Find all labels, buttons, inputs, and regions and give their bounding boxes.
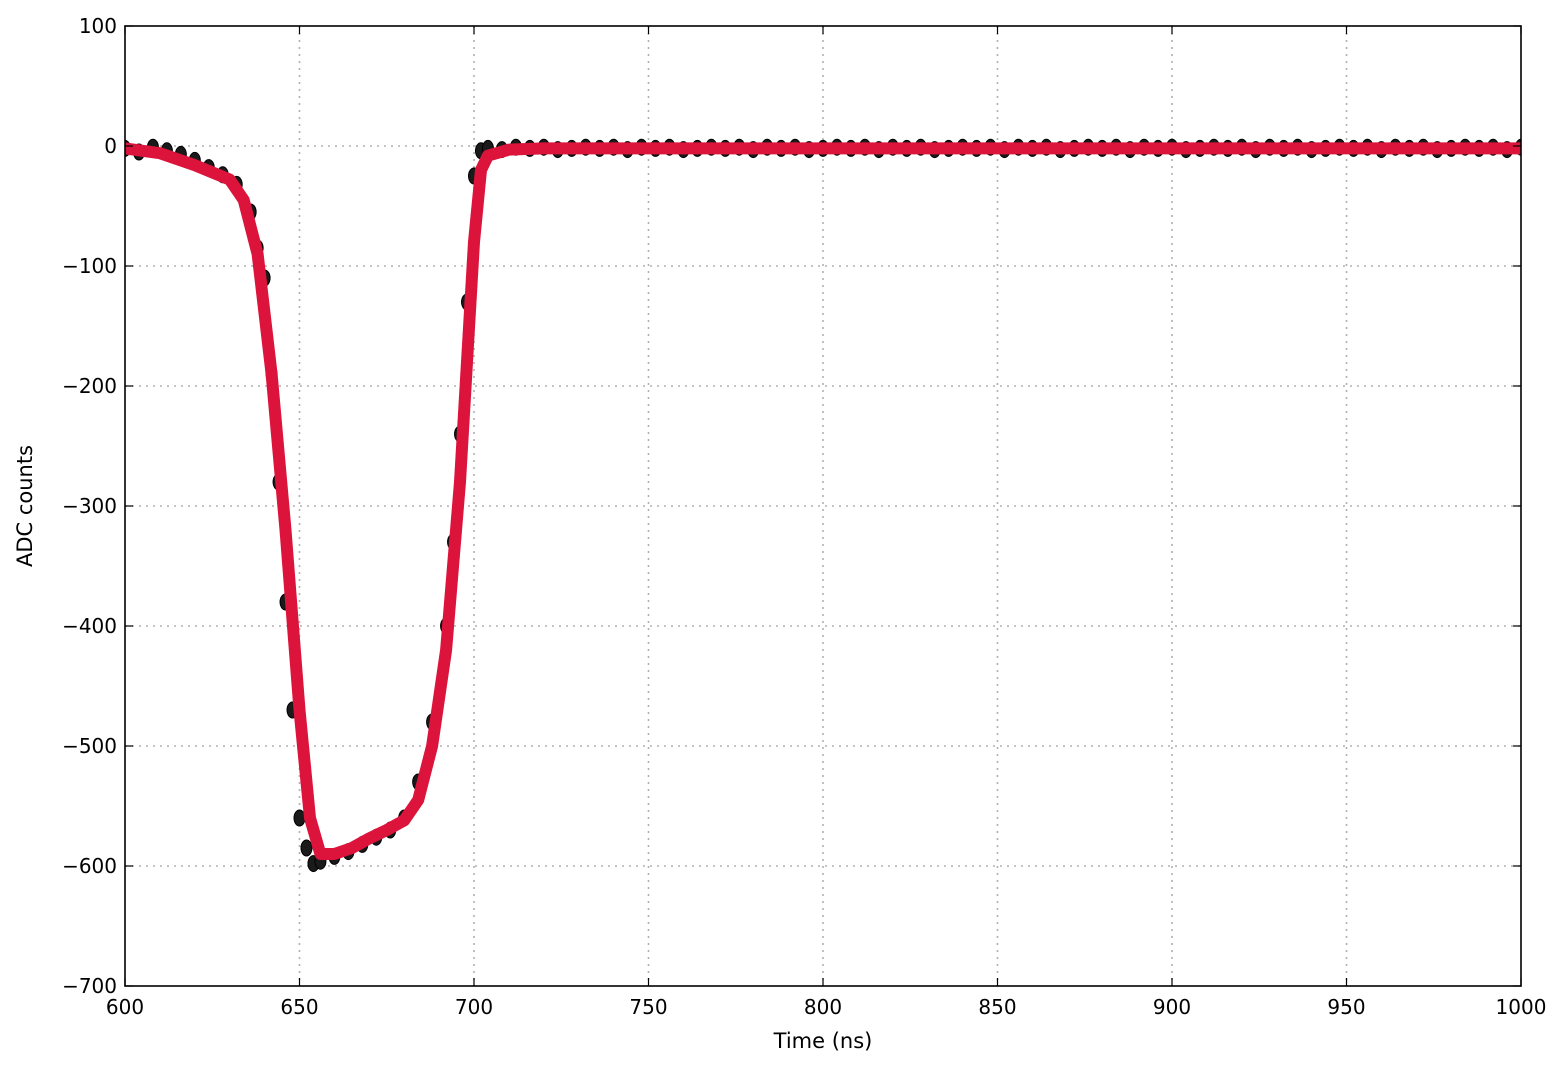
x-tick-label: 600	[106, 995, 144, 1019]
x-tick-label: 700	[455, 995, 493, 1019]
scatter-point	[300, 839, 313, 857]
x-axis-label: Time (ns)	[773, 1029, 873, 1053]
y-tick-label: −200	[62, 374, 117, 398]
plot-area	[125, 138, 1521, 873]
fit-line	[125, 142, 1521, 860]
y-tick-label: −600	[62, 854, 117, 878]
x-tick-label: 650	[280, 995, 318, 1019]
y-tick-label: −300	[62, 494, 117, 518]
y-tick-label: −100	[62, 254, 117, 278]
x-tick-label: 1000	[1496, 995, 1547, 1019]
scatter-point	[293, 809, 306, 827]
grid	[125, 26, 1521, 986]
x-tick-label: 950	[1327, 995, 1365, 1019]
x-tick-label: 800	[804, 995, 842, 1019]
y-tick-label: −500	[62, 734, 117, 758]
x-tick-label: 900	[1153, 995, 1191, 1019]
x-tick-label: 850	[978, 995, 1016, 1019]
y-tick-label: −700	[62, 974, 117, 998]
y-tick-label: 0	[104, 134, 117, 158]
x-tick-label: 750	[629, 995, 667, 1019]
y-tick-label: −400	[62, 614, 117, 638]
y-axis-label: ADC counts	[13, 445, 37, 567]
axes-frame	[124, 25, 1522, 987]
y-tick-label: 100	[79, 14, 117, 38]
ticks: 600 650 700 750 800 850 900 950 10001000−100−200…	[62, 14, 1546, 1019]
